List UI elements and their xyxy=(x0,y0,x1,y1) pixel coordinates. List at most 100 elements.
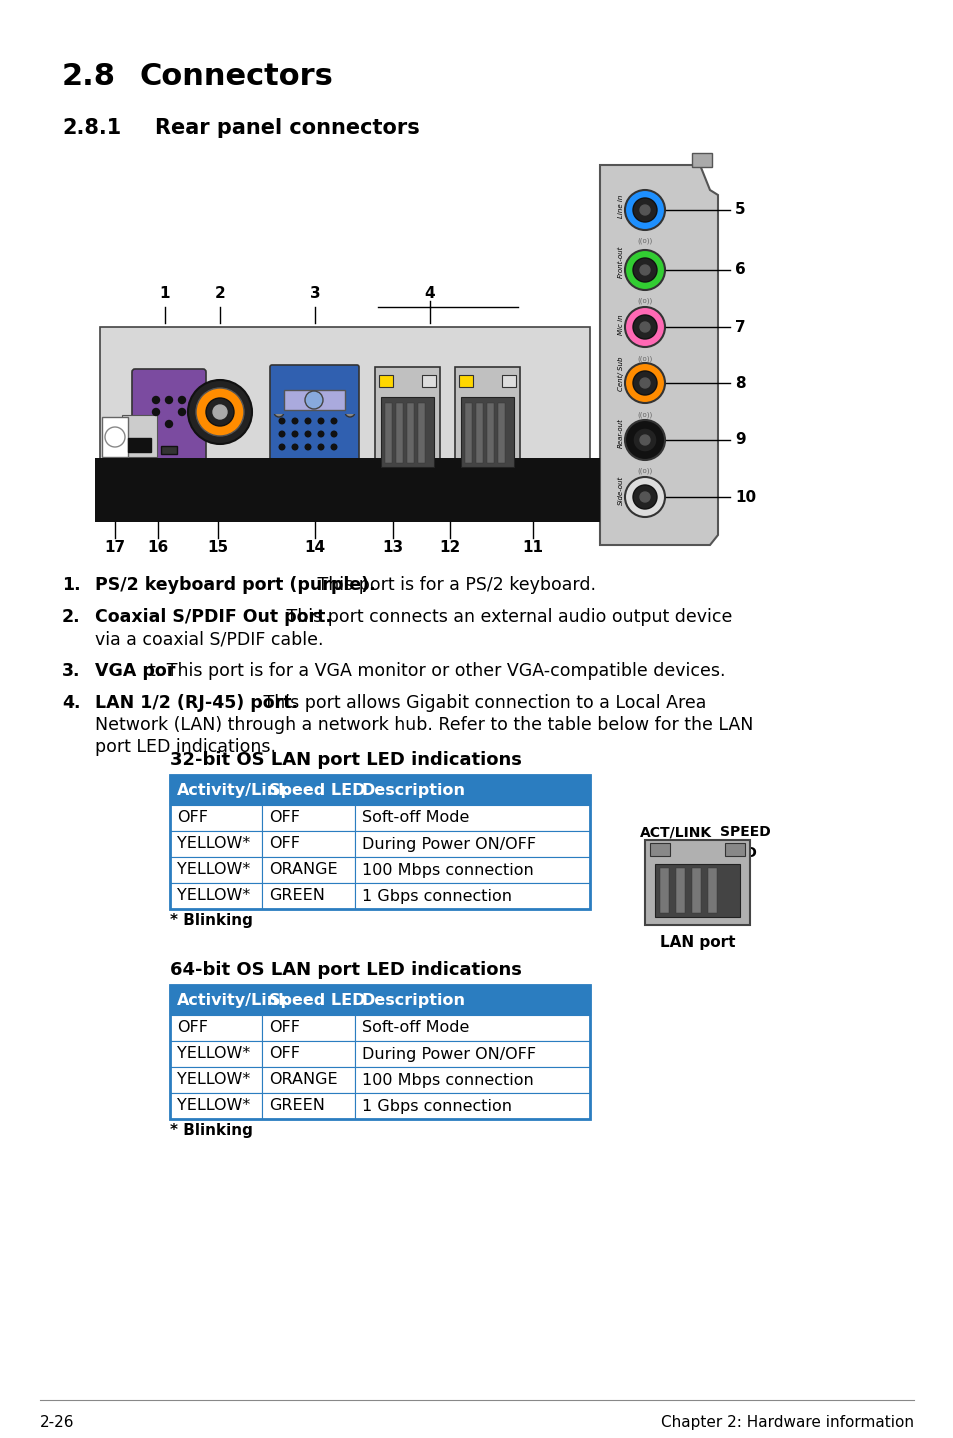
Text: 2.8.1: 2.8.1 xyxy=(62,118,121,138)
Text: This port allows Gigabit connection to a Local Area: This port allows Gigabit connection to a… xyxy=(257,695,705,712)
Text: 1 Gbps connection: 1 Gbps connection xyxy=(361,1099,511,1113)
Bar xyxy=(355,1067,589,1093)
Text: ((o)): ((o)) xyxy=(637,355,652,361)
Bar xyxy=(170,1015,262,1041)
Circle shape xyxy=(178,408,185,416)
Bar xyxy=(385,403,392,463)
Circle shape xyxy=(624,420,664,460)
Bar xyxy=(455,367,519,477)
Circle shape xyxy=(633,485,657,509)
Text: 3: 3 xyxy=(310,286,320,301)
Bar xyxy=(355,1093,589,1119)
Circle shape xyxy=(331,444,336,450)
Bar xyxy=(122,416,157,457)
Bar xyxy=(417,403,424,463)
Text: YELLOW*: YELLOW* xyxy=(177,889,250,903)
Bar xyxy=(170,1093,262,1119)
Text: Speed LED: Speed LED xyxy=(269,782,366,798)
Bar xyxy=(170,775,262,805)
Bar xyxy=(170,831,262,857)
Text: ORANGE: ORANGE xyxy=(269,863,337,877)
Text: 100 Mbps connection: 100 Mbps connection xyxy=(361,863,533,877)
Circle shape xyxy=(178,397,185,404)
Text: OFF: OFF xyxy=(269,811,300,825)
Text: 2.: 2. xyxy=(62,608,81,626)
Circle shape xyxy=(152,397,159,404)
Circle shape xyxy=(305,444,311,450)
Bar xyxy=(128,439,151,452)
Bar xyxy=(644,840,749,925)
Bar xyxy=(649,843,669,856)
Bar xyxy=(464,403,472,463)
Text: 6: 6 xyxy=(734,263,745,278)
Text: Activity/Link: Activity/Link xyxy=(177,782,290,798)
Bar xyxy=(476,403,482,463)
Text: Activity/Link: Activity/Link xyxy=(177,992,290,1008)
Text: * Blinking: * Blinking xyxy=(170,1123,253,1137)
Circle shape xyxy=(624,190,664,230)
Bar xyxy=(659,869,668,913)
Text: Chapter 2: Hardware information: Chapter 2: Hardware information xyxy=(660,1415,913,1429)
Circle shape xyxy=(633,257,657,282)
Text: 2: 2 xyxy=(214,286,225,301)
Circle shape xyxy=(318,444,323,450)
Bar xyxy=(102,417,128,457)
Text: 1: 1 xyxy=(159,286,170,301)
Bar xyxy=(355,1015,589,1041)
Bar xyxy=(170,805,262,831)
Text: YELLOW*: YELLOW* xyxy=(177,1099,250,1113)
Bar xyxy=(497,403,504,463)
Text: During Power ON/OFF: During Power ON/OFF xyxy=(361,1047,536,1061)
Bar xyxy=(355,831,589,857)
Circle shape xyxy=(639,265,649,275)
Bar xyxy=(170,1067,262,1093)
Bar xyxy=(691,152,711,167)
FancyBboxPatch shape xyxy=(272,380,356,414)
Bar xyxy=(421,375,436,387)
Text: VGA por: VGA por xyxy=(95,661,175,680)
Text: LAN 1/2 (RJ-45) port.: LAN 1/2 (RJ-45) port. xyxy=(95,695,297,712)
Circle shape xyxy=(639,206,649,216)
Bar xyxy=(262,1015,355,1041)
Text: GREEN: GREEN xyxy=(269,889,325,903)
Bar xyxy=(460,397,514,467)
Text: 8: 8 xyxy=(734,375,745,391)
Bar xyxy=(122,470,157,512)
Text: ((o)): ((o)) xyxy=(637,411,652,417)
Text: 13: 13 xyxy=(382,541,403,555)
Text: 100 Mbps connection: 100 Mbps connection xyxy=(361,1073,533,1087)
Circle shape xyxy=(152,408,159,416)
Bar xyxy=(170,857,262,883)
Text: t. This port is for a VGA monitor or other VGA-compatible devices.: t. This port is for a VGA monitor or oth… xyxy=(149,661,725,680)
Text: OFF: OFF xyxy=(269,1047,300,1061)
Text: 12: 12 xyxy=(439,541,460,555)
Text: PS/2 keyboard port (purple).: PS/2 keyboard port (purple). xyxy=(95,577,375,594)
Bar xyxy=(262,775,355,805)
Text: 2.8: 2.8 xyxy=(62,62,116,91)
Text: YELLOW*: YELLOW* xyxy=(177,1073,250,1087)
Circle shape xyxy=(639,378,649,388)
Bar xyxy=(262,831,355,857)
Text: 5: 5 xyxy=(734,203,745,217)
Text: ((o)): ((o)) xyxy=(637,239,652,244)
Circle shape xyxy=(292,431,297,437)
Circle shape xyxy=(279,418,285,424)
Circle shape xyxy=(633,198,657,221)
Circle shape xyxy=(305,418,311,424)
Bar xyxy=(262,985,355,1015)
Text: Description: Description xyxy=(361,992,465,1008)
Text: 10: 10 xyxy=(734,489,756,505)
Bar xyxy=(262,805,355,831)
Text: This port is for a PS/2 keyboard.: This port is for a PS/2 keyboard. xyxy=(312,577,596,594)
Bar xyxy=(501,375,516,387)
Text: 4: 4 xyxy=(424,286,435,301)
Circle shape xyxy=(624,362,664,403)
Circle shape xyxy=(633,315,657,339)
Bar xyxy=(161,446,177,454)
FancyBboxPatch shape xyxy=(132,370,206,464)
Text: 17: 17 xyxy=(104,541,126,555)
Circle shape xyxy=(633,429,657,452)
Text: YELLOW*: YELLOW* xyxy=(177,863,250,877)
Bar xyxy=(170,775,589,909)
Bar xyxy=(170,985,262,1015)
